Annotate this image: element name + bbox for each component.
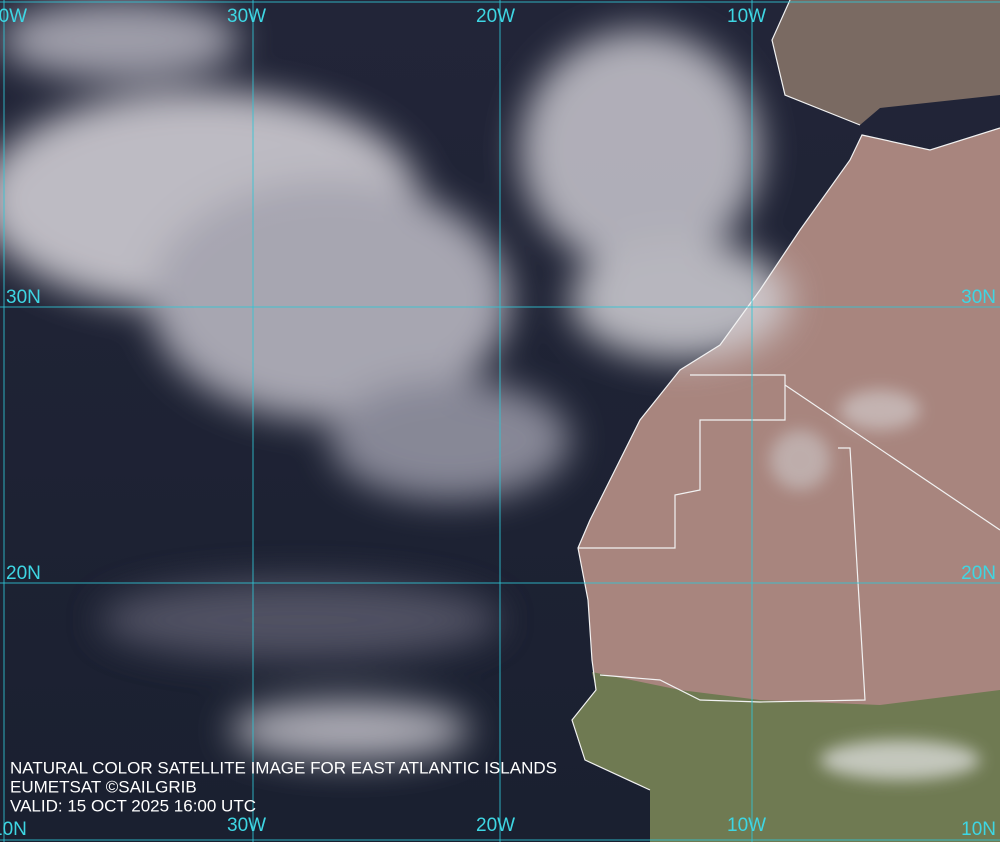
cloud-puffs: [770, 390, 980, 780]
lon-label: 40W: [0, 6, 27, 27]
lat-label: 30N: [6, 287, 41, 308]
lon-label: 10W: [727, 6, 766, 27]
lon-label: 20W: [476, 6, 515, 27]
lon-label: 10W: [727, 815, 766, 836]
caption-line: NATURAL COLOR SATELLITE IMAGE FOR EAST A…: [10, 758, 557, 777]
border-line: [771, 0, 861, 126]
lat-label: 30N: [961, 287, 996, 308]
lon-label: 20W: [476, 815, 515, 836]
coastline: [571, 127, 1000, 791]
caption-line: EUMETSAT ©SAILGRIB: [10, 777, 197, 796]
clouds: [0, 0, 790, 760]
africa-sahel: [572, 672, 1000, 842]
iberia: [772, 0, 1000, 125]
lon-label: 30W: [227, 815, 266, 836]
lat-label: 20N: [6, 563, 41, 584]
border-line: [578, 374, 786, 549]
lon-label: 30W: [227, 6, 266, 27]
border-line: [784, 384, 1000, 531]
caption-line: VALID: 15 OCT 2025 16:00 UTC: [10, 796, 256, 815]
lat-label: 10N: [961, 819, 996, 840]
lat-label: 20N: [961, 563, 996, 584]
lat-label: 10N: [0, 819, 27, 840]
border-line: [599, 447, 866, 703]
